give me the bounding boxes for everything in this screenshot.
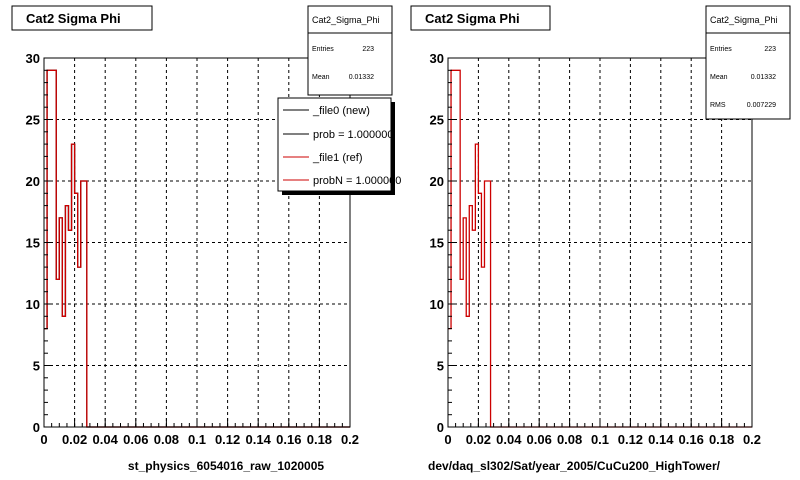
legend-label-2: _file1 (ref) — [312, 152, 363, 164]
left-panel: 0 0.02 0.04 0.06 0.08 0.1 0.12 0.14 0.16 0.18 0.2 0… — [11, 5, 401, 473]
right-title-box — [410, 5, 551, 31]
x-tick-label: 0 — [40, 432, 47, 447]
left-stats-mean-value: 0.01332 — [349, 74, 374, 81]
y-tick-label: 10 — [26, 297, 40, 312]
series-0-histogram — [448, 69, 752, 428]
x-tick-label: 0.16 — [679, 432, 704, 447]
left-axis-ticks: 0 0.02 0.04 0.06 0.08 0.1 0.12 0.14 0.16 0.18 0.2 0… — [26, 51, 360, 447]
right-stats-rms-value: 0.007229 — [747, 102, 776, 109]
y-tick-label: 0 — [437, 420, 444, 435]
y-tick-label: 5 — [33, 359, 40, 374]
x-tick-label: 0.04 — [93, 432, 119, 447]
y-tick-label: 30 — [430, 51, 444, 66]
right-stats-entries-label: Entries — [710, 46, 732, 53]
x-tick-label: 0.16 — [276, 432, 301, 447]
y-tick-label: 20 — [430, 174, 444, 189]
x-tick-label: 0.12 — [215, 432, 240, 447]
right-frame-border — [447, 57, 753, 428]
legend-label-1: prob = 1.000000 — [313, 129, 393, 141]
right-stats-name: Cat2_Sigma_Phi — [710, 15, 778, 25]
right-stats-rms-label: RMS — [710, 102, 726, 109]
y-tick-label: 5 — [437, 359, 444, 374]
left-stats-mean-label: Mean — [312, 74, 330, 81]
legend-label-0: _file0 (new) — [312, 105, 370, 117]
left-frame-border — [43, 57, 351, 428]
left-grid — [44, 57, 350, 427]
right-stats-mean-label: Mean — [710, 74, 728, 81]
right-grid — [448, 57, 752, 427]
y-tick-label: 15 — [430, 236, 444, 251]
y-tick-label: 25 — [26, 113, 40, 128]
right-stats-entries-value: 223 — [764, 46, 776, 53]
x-tick-label: 0.1 — [188, 432, 206, 447]
left-stats-entries-value: 223 — [362, 46, 374, 53]
x-tick-label: 0.04 — [496, 432, 522, 447]
x-tick-label: 0.18 — [709, 432, 734, 447]
x-tick-label: 0.08 — [154, 432, 179, 447]
left-xlabel: st_physics_6054016_raw_1020005 — [128, 459, 324, 473]
x-tick-label: 0.06 — [123, 432, 148, 447]
y-tick-label: 30 — [26, 51, 40, 66]
right-axis-ticks: 0 0.02 0.04 0.06 0.08 0.1 0.12 0.14 0.16 0.18 0.2 0… — [430, 51, 762, 447]
x-tick-label: 0.18 — [307, 432, 332, 447]
right-series — [448, 69, 752, 428]
right-panel: 0 0.02 0.04 0.06 0.08 0.1 0.12 0.14 0.16 0.18 0.2 0… — [410, 5, 791, 473]
x-tick-label: 0.14 — [246, 432, 272, 447]
x-tick-label: 0.1 — [591, 432, 609, 447]
x-tick-label: 0 — [444, 432, 451, 447]
left-stats-box: Cat2_Sigma_Phi Entries 223 Mean 0.01332 — [307, 5, 393, 96]
right-stats-mean-value: 0.01332 — [751, 74, 776, 81]
x-tick-label: 0.12 — [618, 432, 643, 447]
left-stats-name: Cat2_Sigma_Phi — [312, 15, 380, 25]
x-tick-label: 0.08 — [557, 432, 582, 447]
y-tick-label: 0 — [33, 420, 40, 435]
left-title-box — [11, 5, 153, 31]
left-legend: _file0 (new) prob = 1.000000 _file1 (ref… — [277, 97, 401, 195]
x-tick-label: 0.14 — [648, 432, 674, 447]
x-tick-label: 0.06 — [527, 432, 552, 447]
x-tick-label: 0.02 — [466, 432, 491, 447]
x-tick-label: 0.02 — [62, 432, 87, 447]
left-series — [44, 69, 350, 428]
right-title: Cat2 Sigma Phi — [425, 11, 520, 26]
y-tick-label: 25 — [430, 113, 444, 128]
y-tick-label: 15 — [26, 236, 40, 251]
legend-label-3: probN = 1.000000 — [313, 175, 401, 187]
x-tick-label: 0.2 — [341, 432, 359, 447]
right-xlabel: dev/daq_sl302/Sat/year_2005/CuCu200_High… — [428, 459, 721, 473]
left-title: Cat2 Sigma Phi — [26, 11, 121, 26]
series-1-histogram — [44, 69, 350, 428]
right-stats-box: Cat2_Sigma_Phi Entries 223 Mean 0.01332 … — [705, 5, 791, 120]
y-tick-label: 20 — [26, 174, 40, 189]
left-stats-entries-label: Entries — [312, 46, 334, 53]
x-tick-label: 0.2 — [743, 432, 761, 447]
y-tick-label: 10 — [430, 297, 444, 312]
